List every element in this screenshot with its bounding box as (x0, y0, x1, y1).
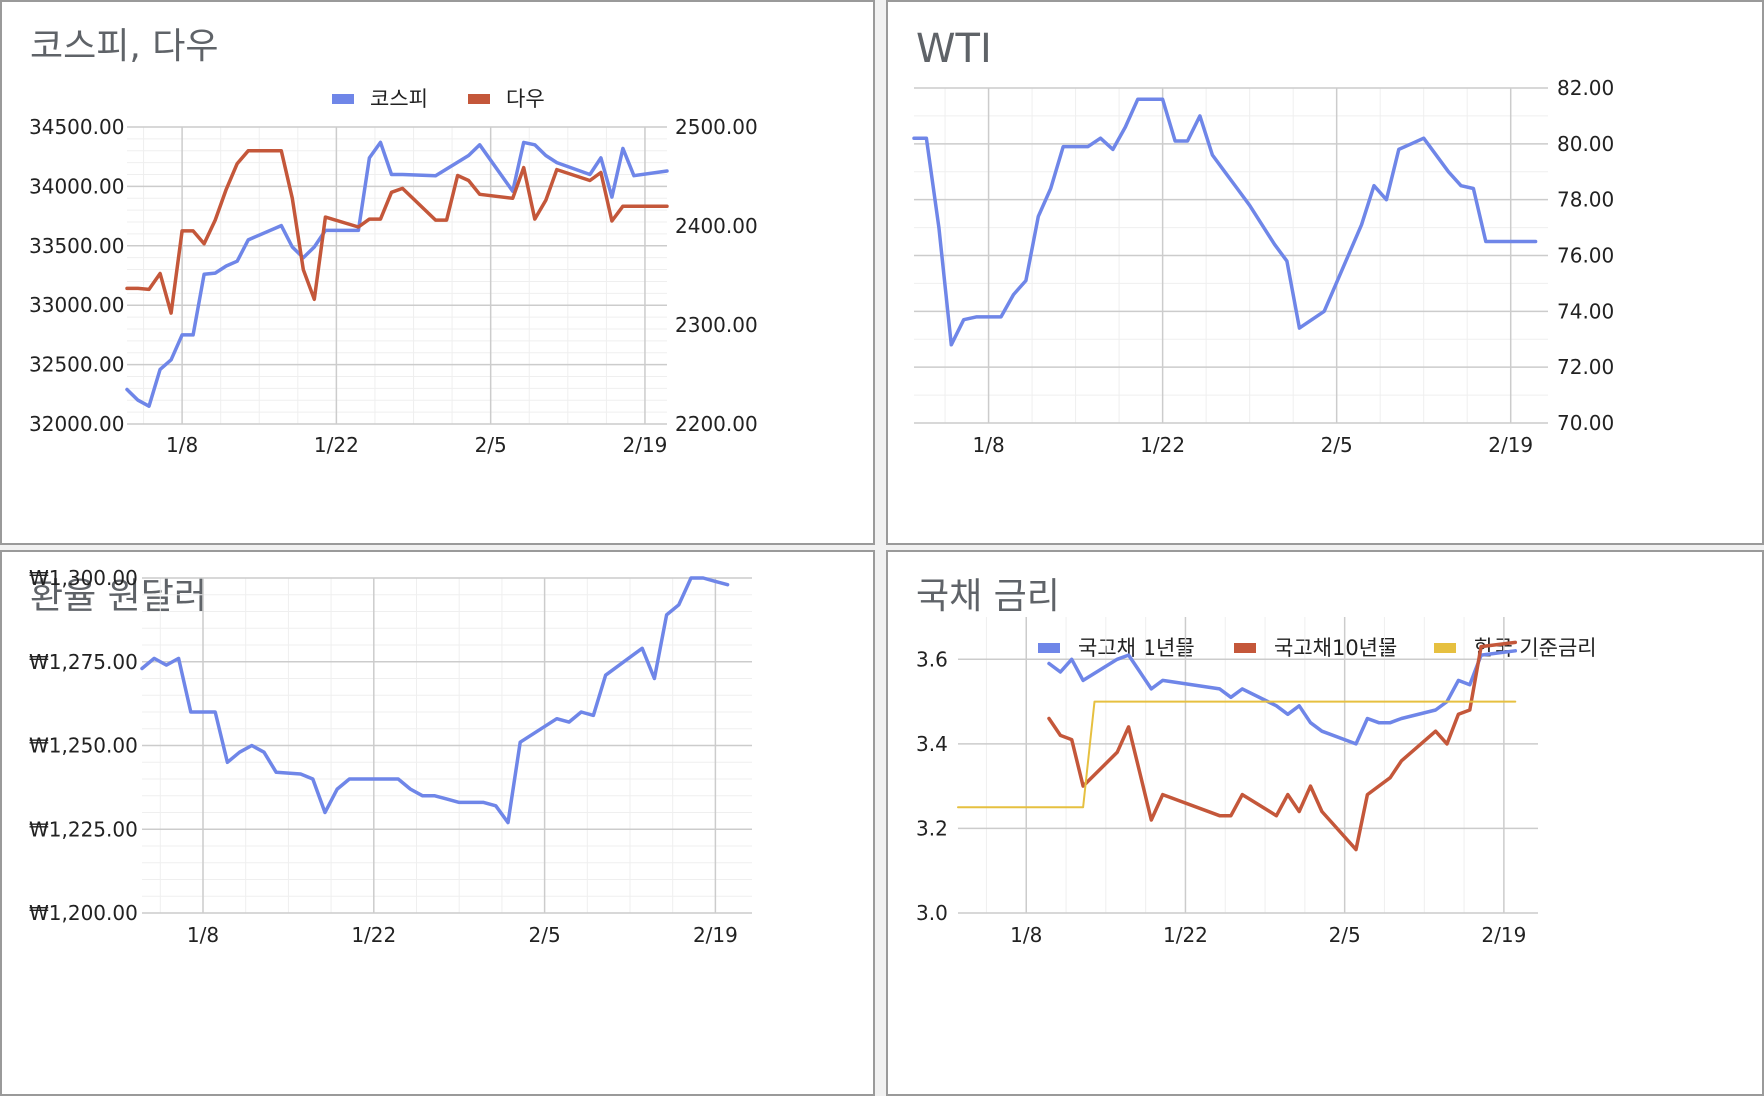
y-tick-label-right: 78.00 (1557, 188, 1614, 212)
series-line-2 (957, 700, 1517, 809)
x-tick-label: 2/19 (1481, 923, 1526, 947)
bond-rate-chart[interactable]: 국채 금리 국고채 1년물 국고채10년물 한국 기준금리 1/8 1/22 2/5… (886, 550, 1764, 1096)
x-tick-label: 2/5 (529, 923, 561, 947)
y-tick-label-right: 72.00 (1557, 355, 1614, 379)
series-line-0 (1047, 649, 1518, 746)
x-tick-label: 2/19 (622, 433, 667, 457)
x-tick-label: 2/5 (475, 433, 507, 457)
bond-rate-chart-svg: 국채 금리 국고채 1년물 국고채10년물 한국 기준금리 1/8 1/22 2/5… (916, 576, 1597, 947)
y-tick-label-right: 82.00 (1557, 76, 1614, 100)
x-tick-label: 2/5 (1329, 923, 1361, 947)
krw-usd-chart[interactable]: 환율 원달러 1/8 1/22 2/5 2/19 ₩1,300.00 ₩1,275.00 ₩… (0, 550, 875, 1096)
chart-title: 국채 금리 (916, 576, 1060, 617)
y-tick-label-left: 33000.00 (29, 293, 124, 317)
y-tick-label-right: 2500.00 (675, 115, 758, 139)
y-tick-label-right: 2400.00 (675, 214, 758, 238)
y-tick-label-left: ₩1,250.00 (29, 734, 138, 758)
legend-label-dow: 다우 (506, 87, 545, 111)
series-line-0 (125, 140, 669, 408)
y-tick-label-left: 34000.00 (29, 174, 124, 198)
y-tick-label-right: 80.00 (1557, 132, 1614, 156)
y-tick-label-right: 70.00 (1557, 411, 1614, 435)
y-tick-label-left: 3.6 (916, 647, 948, 671)
x-tick-label: 1/22 (1140, 433, 1185, 457)
krw-usd-chart-svg: 환율 원달러 1/8 1/22 2/5 2/19 ₩1,300.00 ₩1,275.00 ₩… (29, 566, 752, 947)
kospi-dow-chart[interactable]: 코스피, 다우 코스피 다우 1/8 1/22 2/5 2/19 34500.00 340… (0, 0, 875, 545)
legend-swatch-bond-1y (1038, 643, 1060, 653)
legend-swatch-kospi (332, 94, 354, 104)
y-tick-label-left: 34500.00 (29, 115, 124, 139)
y-tick-label-right: 2200.00 (675, 412, 758, 436)
legend-swatch-bond-10y (1234, 643, 1256, 653)
y-tick-label-right: 2300.00 (675, 313, 758, 337)
chart-title: 환율 원달러 (30, 576, 207, 617)
y-tick-label-left: ₩1,225.00 (29, 817, 138, 841)
x-tick-label: 1/8 (187, 923, 219, 947)
x-tick-label: 2/19 (693, 923, 738, 947)
legend-label-bond-10y: 국고채10년물 (1274, 636, 1397, 660)
legend-swatch-base-rate (1434, 643, 1456, 653)
x-tick-label: 1/8 (166, 433, 198, 457)
y-tick-label-left: 32000.00 (29, 412, 124, 436)
series-line-0 (912, 97, 1538, 347)
series-line-1 (125, 149, 669, 315)
y-tick-label-left: 3.4 (916, 732, 948, 756)
x-tick-label: 1/8 (1010, 923, 1042, 947)
series-line-0 (140, 576, 730, 825)
x-tick-label: 1/22 (1163, 923, 1208, 947)
y-tick-label-left: ₩1,200.00 (29, 901, 138, 925)
legend-label-base-rate: 한국 기준금리 (1474, 636, 1597, 660)
wti-chart-svg: WTI 1/8 1/22 2/5 2/19 82.00 80.00 78.00 76.00 74… (912, 26, 1614, 457)
y-tick-label-left: 3.0 (916, 901, 948, 925)
legend: 코스피 다우 (332, 87, 545, 111)
kospi-dow-chart-svg: 코스피, 다우 코스피 다우 1/8 1/22 2/5 2/19 34500.00 340… (29, 26, 758, 457)
legend: 국고채 1년물 국고채10년물 한국 기준금리 (1038, 636, 1597, 660)
legend-label-kospi: 코스피 (370, 87, 428, 111)
chart-title: WTI (916, 26, 992, 72)
y-tick-label-left: ₩1,275.00 (29, 650, 138, 674)
y-tick-label-left: 3.2 (916, 816, 948, 840)
plot-area: 1/8 1/22 2/5 2/19 34500.00 34000.00 33500.00 33… (29, 115, 758, 457)
plot-area: 1/8 1/22 2/5 2/19 3.6 3.4 3.2 3.0 (916, 617, 1538, 947)
y-tick-label-right: 76.00 (1557, 244, 1614, 268)
x-tick-label: 1/22 (351, 923, 396, 947)
x-tick-label: 1/22 (314, 433, 359, 457)
x-tick-label: 2/19 (1488, 433, 1533, 457)
plot-area: 1/8 1/22 2/5 2/19 ₩1,300.00 ₩1,275.00 ₩1,250.0… (29, 566, 752, 947)
y-tick-label-right: 74.00 (1557, 299, 1614, 323)
chart-title: 코스피, 다우 (30, 26, 219, 67)
wti-chart[interactable]: WTI 1/8 1/22 2/5 2/19 82.00 80.00 78.00 76.00 74… (886, 0, 1764, 545)
series-line-1 (1047, 640, 1518, 852)
x-tick-label: 1/8 (972, 433, 1004, 457)
y-tick-label-left: 32500.00 (29, 353, 124, 377)
x-tick-label: 2/5 (1321, 433, 1353, 457)
legend-swatch-dow (468, 94, 490, 104)
y-tick-label-left: ₩1,300.00 (29, 566, 138, 590)
y-tick-label-left: 33500.00 (29, 234, 124, 258)
legend-label-bond-1y: 국고채 1년물 (1078, 636, 1195, 660)
plot-area: 1/8 1/22 2/5 2/19 82.00 80.00 78.00 76.00 74.00 7… (912, 76, 1614, 457)
